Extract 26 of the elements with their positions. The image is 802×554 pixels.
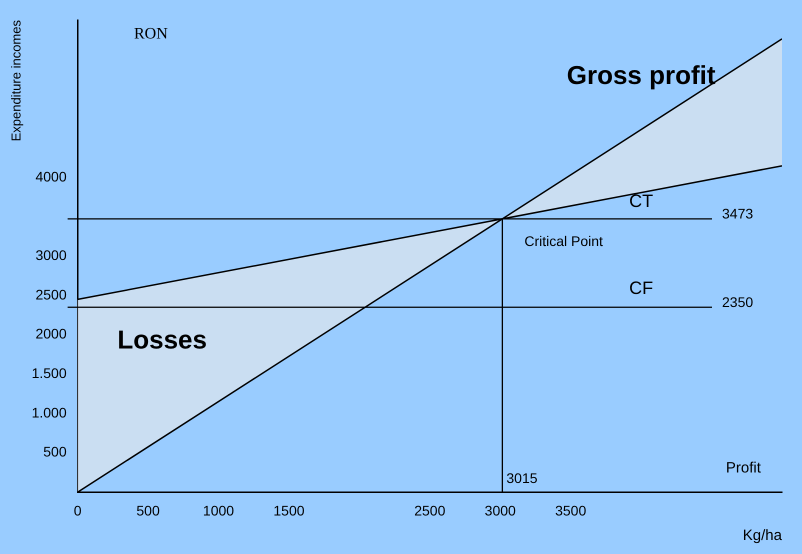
x-tick-label: 1500 bbox=[273, 502, 305, 518]
x-axis-title: Kg/ha bbox=[742, 527, 783, 544]
y-tick-label: 2000 bbox=[35, 326, 67, 342]
x-tick-label: 2500 bbox=[414, 502, 446, 518]
y-tick-label: 4000 bbox=[35, 168, 67, 184]
annotation: CF bbox=[629, 278, 654, 298]
y-tick-label: 3000 bbox=[35, 246, 67, 263]
x-tick-label: 3500 bbox=[555, 502, 586, 518]
annotation: Critical Point bbox=[524, 232, 604, 249]
annotation: Gross profit bbox=[566, 60, 716, 90]
x-tick-label: 3000 bbox=[484, 502, 516, 518]
annotation: Profit bbox=[726, 460, 762, 477]
annotation: CT bbox=[629, 190, 654, 211]
annotation: Losses bbox=[117, 324, 207, 354]
x-tick-label: 0 bbox=[74, 502, 82, 518]
ref-line-label: 3473 bbox=[722, 206, 754, 222]
y-tick-label: 500 bbox=[43, 444, 67, 460]
x-tick-label: 1000 bbox=[202, 502, 234, 518]
y-tick-label: 1.500 bbox=[32, 365, 67, 382]
x-tick-label: 500 bbox=[136, 502, 160, 518]
ref-line-label: 3015 bbox=[506, 470, 538, 486]
annotation: RON bbox=[134, 25, 168, 42]
y-axis-title: Expenditure incomes bbox=[8, 20, 24, 142]
ref-line-label: 2350 bbox=[722, 294, 754, 310]
y-tick-label: 2500 bbox=[35, 286, 67, 302]
y-tick-label: 1.000 bbox=[32, 404, 67, 420]
